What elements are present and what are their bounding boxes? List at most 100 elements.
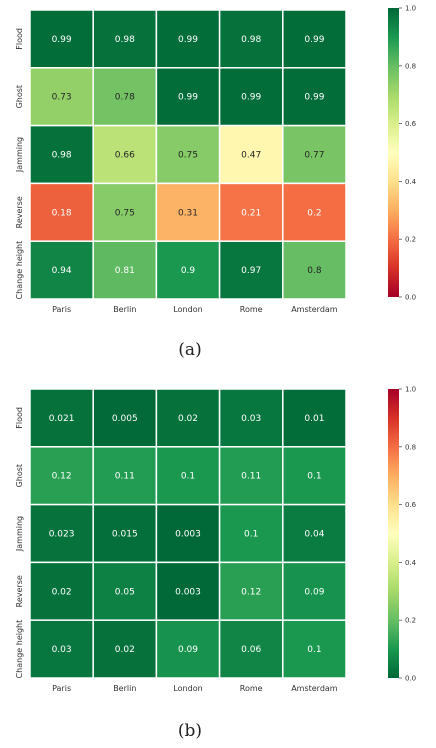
cell-value-label: 0.2 <box>307 208 321 218</box>
colorbar-tick-label: 0.2 <box>405 617 416 625</box>
x-tick-label: Amsterdam <box>291 684 338 693</box>
y-tick-label: Flood <box>15 407 24 429</box>
heatmap-b: 0.021 0.005 0.02 0.03 0.01 0.12 0.11 0.1 0.11 0.1… <box>15 388 347 693</box>
heatmap-cell <box>92 619 158 679</box>
cell-value-label: 0.12 <box>52 472 72 482</box>
heatmap-cell <box>155 182 221 242</box>
colorbar-tick-label: 0.2 <box>405 236 416 244</box>
y-tick-label: Flood <box>15 28 24 50</box>
colorbar-tick-label: 0.8 <box>405 443 416 451</box>
heatmap-cell <box>282 182 347 242</box>
cell-value-label: 0.003 <box>175 530 201 540</box>
heatmap-cell <box>155 67 221 127</box>
heatmap-cell <box>282 388 347 448</box>
colorbar-tick-label: 0.0 <box>405 294 416 302</box>
heatmap-cell <box>92 561 158 621</box>
heatmap-cell <box>282 240 347 300</box>
cell-value-label: 0.1 <box>244 530 258 540</box>
cell-value-label: 0.015 <box>112 530 138 540</box>
cell-value-label: 0.1 <box>181 472 195 482</box>
x-tick-label: Paris <box>52 305 71 314</box>
x-tick-label: London <box>173 684 202 693</box>
heatmap-cell <box>92 124 158 185</box>
x-tick-label: Amsterdam <box>291 305 338 314</box>
x-tick-label: Rome <box>240 684 263 693</box>
cell-value-label: 0.05 <box>115 587 135 597</box>
cell-value-label: 0.99 <box>304 35 324 45</box>
y-tick-label: Jamming <box>15 137 24 173</box>
heatmap-cell <box>155 561 221 621</box>
cell-value-label: 0.1 <box>307 472 321 482</box>
heatmap-cell <box>29 561 94 621</box>
colorbar-tick-label: 0.6 <box>405 501 417 509</box>
cell-value-label: 0.005 <box>112 414 138 424</box>
cell-value-label: 0.18 <box>52 208 72 218</box>
heatmap-cell <box>155 503 221 564</box>
x-tick-label: Berlin <box>113 305 136 314</box>
heatmap-cell <box>282 67 347 127</box>
heatmap-cell <box>218 619 284 679</box>
heatmap-cell <box>92 446 158 506</box>
colorbar-tick-label: 1.0 <box>405 386 416 394</box>
heatmap-cell <box>282 446 347 506</box>
caption-b: (b) <box>178 721 202 741</box>
cell-value-label: 0.03 <box>52 645 72 655</box>
heatmap-cell <box>92 9 158 69</box>
colorbar-tick-label: 0.4 <box>405 559 417 567</box>
cell-value-label: 0.01 <box>304 414 324 424</box>
y-tick-label: Ghost <box>15 85 24 108</box>
colorbar-b: 0.0 0.2 0.4 0.6 0.8 1.0 <box>388 386 417 683</box>
heatmap-cell <box>218 124 284 185</box>
cell-value-label: 0.06 <box>241 645 261 655</box>
cell-value-label: 0.11 <box>241 472 261 482</box>
caption-a: (a) <box>178 340 201 360</box>
cell-value-label: 0.21 <box>241 208 261 218</box>
cell-value-label: 0.99 <box>178 93 198 103</box>
cell-value-label: 0.12 <box>241 587 261 597</box>
cell-value-label: 0.98 <box>241 35 261 45</box>
y-tick-label: Reverse <box>15 575 24 607</box>
cell-value-label: 0.02 <box>115 645 135 655</box>
cell-value-label: 0.02 <box>178 414 198 424</box>
colorbar-gradient <box>388 389 399 678</box>
colorbar-gradient <box>388 8 399 297</box>
cell-value-label: 0.75 <box>178 151 198 161</box>
colorbar-tick-label: 1.0 <box>405 5 416 13</box>
y-tick-label: Reverse <box>15 196 24 228</box>
heatmap-a: 0.99 0.98 0.99 0.98 0.99 0.73 0.78 0.99 0.99 0.99… <box>15 9 347 314</box>
cell-value-label: 0.47 <box>241 151 261 161</box>
heatmap-cell <box>29 182 94 242</box>
heatmap-cell <box>282 503 347 564</box>
cell-value-label: 0.03 <box>241 414 261 424</box>
x-tick-label: Rome <box>240 305 263 314</box>
cell-value-label: 0.09 <box>304 587 324 597</box>
cell-value-label: 0.8 <box>307 266 322 276</box>
heatmap-cell <box>282 561 347 621</box>
cell-value-label: 0.73 <box>52 93 72 103</box>
colorbar-tick-label: 0.4 <box>405 178 417 186</box>
cell-value-label: 0.66 <box>115 151 135 161</box>
cell-value-label: 0.75 <box>115 208 135 218</box>
cell-value-label: 0.04 <box>304 530 324 540</box>
heatmap-cell <box>29 446 94 506</box>
heatmap-cell <box>29 240 94 300</box>
x-tick-label: Paris <box>52 684 71 693</box>
cell-value-label: 0.99 <box>52 35 72 45</box>
heatmap-cell <box>29 503 94 564</box>
y-tick-label: Change height <box>15 241 24 300</box>
y-tick-label: Jamming <box>15 516 24 552</box>
cell-value-label: 0.99 <box>304 93 324 103</box>
cell-value-label: 0.99 <box>178 35 198 45</box>
heatmap-cell <box>29 388 94 448</box>
heatmap-cell <box>282 619 347 679</box>
heatmap-cell <box>155 388 221 448</box>
cell-value-label: 0.98 <box>115 35 135 45</box>
cell-value-label: 0.11 <box>115 472 135 482</box>
cell-value-label: 0.78 <box>115 93 135 103</box>
cell-value-label: 0.02 <box>52 587 72 597</box>
heatmap-cell <box>155 446 221 506</box>
colorbar-tick-label: 0.8 <box>405 62 416 70</box>
cell-value-label: 0.94 <box>52 266 72 276</box>
cell-value-label: 0.1 <box>307 645 321 655</box>
